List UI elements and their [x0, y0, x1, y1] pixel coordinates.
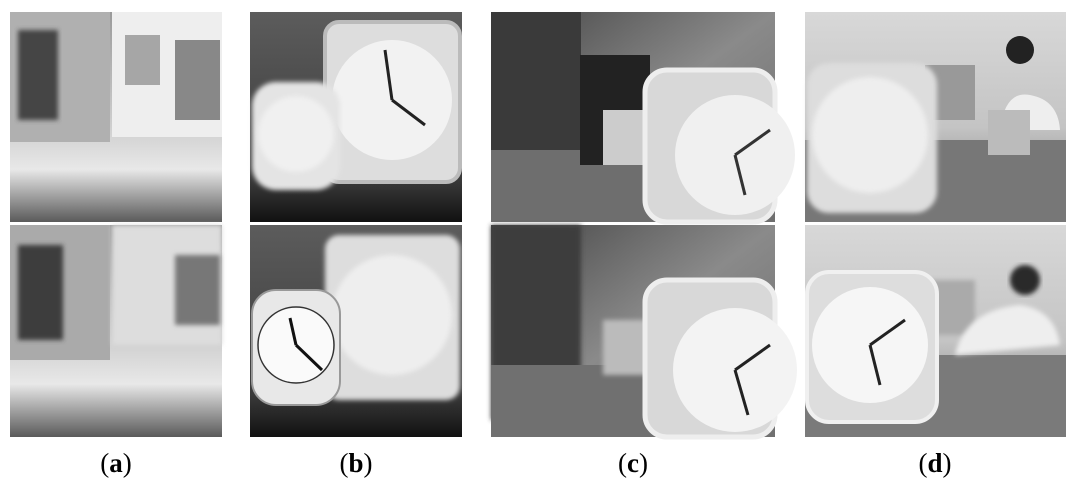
- page: (a) (b) (c) (d) (() => { const data = JS…: [0, 0, 1076, 481]
- figure: (a) (b) (c) (d): [0, 0, 1076, 481]
- image: [10, 12, 222, 222]
- panel-a-images: [10, 12, 222, 437]
- panel-label: (c): [618, 448, 648, 478]
- panel-b-images: [250, 12, 462, 437]
- image: [491, 12, 795, 222]
- image: [805, 12, 1066, 222]
- panel-label: (d): [918, 448, 951, 478]
- image: [250, 12, 462, 222]
- image: [250, 225, 462, 437]
- image: [10, 225, 222, 437]
- panel-label: (b): [339, 448, 372, 478]
- image: [491, 225, 797, 437]
- panel-c-images: [491, 12, 797, 437]
- image: [805, 225, 1066, 437]
- panel-d-images: [805, 12, 1066, 437]
- panel-label: (a): [100, 448, 132, 478]
